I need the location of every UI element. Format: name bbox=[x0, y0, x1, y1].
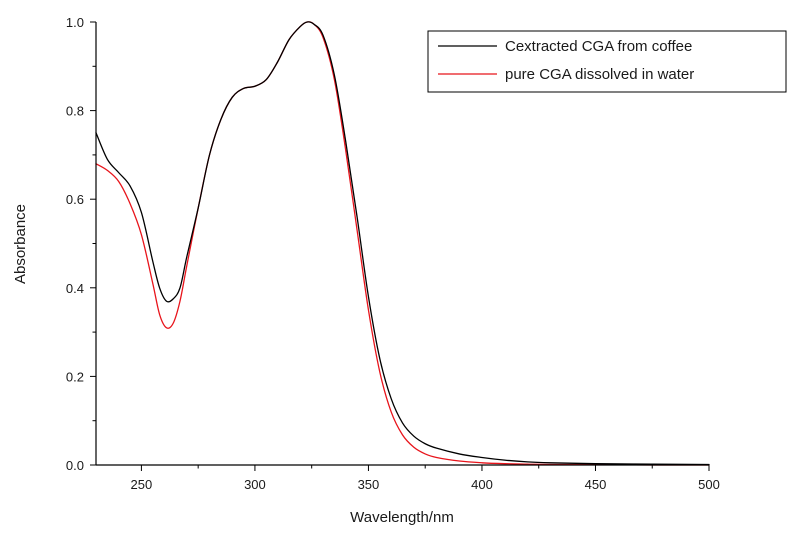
y-tick-label: 0.4 bbox=[66, 281, 84, 296]
x-axis-label: Wavelength/nm bbox=[350, 509, 454, 526]
x-tick-label: 300 bbox=[244, 477, 266, 492]
y-tick-label: 1.0 bbox=[66, 15, 84, 30]
series-layer bbox=[95, 21, 710, 466]
legend-label-coffee: Cextracted CGA from coffee bbox=[505, 38, 692, 55]
x-tick-label: 450 bbox=[585, 477, 607, 492]
legend: Cextracted CGA from coffee pure CGA diss… bbox=[427, 30, 787, 93]
y-tick-label: 0.8 bbox=[66, 104, 84, 119]
legend-box bbox=[427, 30, 787, 93]
x-tick-label: 500 bbox=[698, 477, 720, 492]
legend-label-pure: pure CGA dissolved in water bbox=[505, 66, 694, 83]
series-line-coffee bbox=[95, 21, 710, 466]
y-axis-label: Absorbance bbox=[12, 204, 29, 284]
x-tick-label: 350 bbox=[358, 477, 380, 492]
y-tick-label: 0.6 bbox=[66, 192, 84, 207]
axes-layer: 250 300 350 400 450 500 0.0 0.2 0.4 0.6 0.8 1.0 bbox=[66, 15, 720, 492]
x-tick-label: 250 bbox=[131, 477, 153, 492]
y-tick-label: 0.2 bbox=[66, 369, 84, 384]
y-tick-label: 0.0 bbox=[66, 458, 84, 473]
x-tick-label: 400 bbox=[471, 477, 493, 492]
